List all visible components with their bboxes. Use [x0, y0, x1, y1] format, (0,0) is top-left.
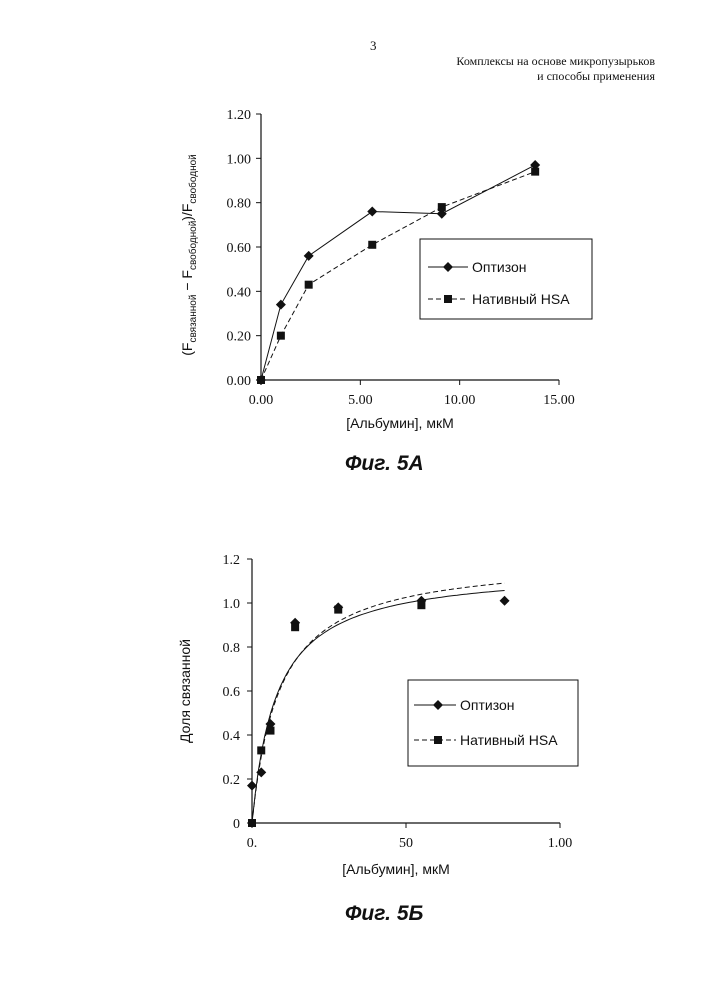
legend-label: Нативный HSA — [460, 732, 558, 748]
y-tick-label: 0.2 — [223, 773, 241, 788]
data-point-series-1 — [257, 746, 265, 754]
x-tick-label: 50 — [399, 836, 413, 851]
figure-5a-caption: Фиг. 5А — [345, 452, 424, 476]
legend-label: Оптизон — [460, 697, 514, 713]
y-axis-title: Доля связанной — [177, 639, 193, 743]
y-tick-label: 0 — [233, 817, 240, 832]
legend-box — [408, 680, 578, 766]
legend-marker — [434, 736, 442, 744]
data-point-series-0 — [500, 596, 510, 606]
y-tick-label: 0.8 — [223, 641, 241, 656]
x-axis-title: [Альбумин], мкМ — [342, 861, 450, 877]
y-tick-label: 1.2 — [223, 553, 241, 568]
y-tick-label: 1.0 — [223, 597, 241, 612]
x-tick-label: 0. — [247, 836, 258, 851]
y-tick-label: 0.4 — [223, 729, 241, 744]
data-point-series-1 — [334, 606, 342, 614]
data-point-series-1 — [417, 601, 425, 609]
x-tick-label: 1.00 — [548, 836, 573, 851]
data-point-series-1 — [291, 623, 299, 631]
y-tick-label: 0.6 — [223, 685, 241, 700]
data-point-series-1 — [248, 819, 256, 827]
figure-5b-caption: Фиг. 5Б — [345, 902, 423, 926]
data-point-series-1 — [266, 727, 274, 735]
